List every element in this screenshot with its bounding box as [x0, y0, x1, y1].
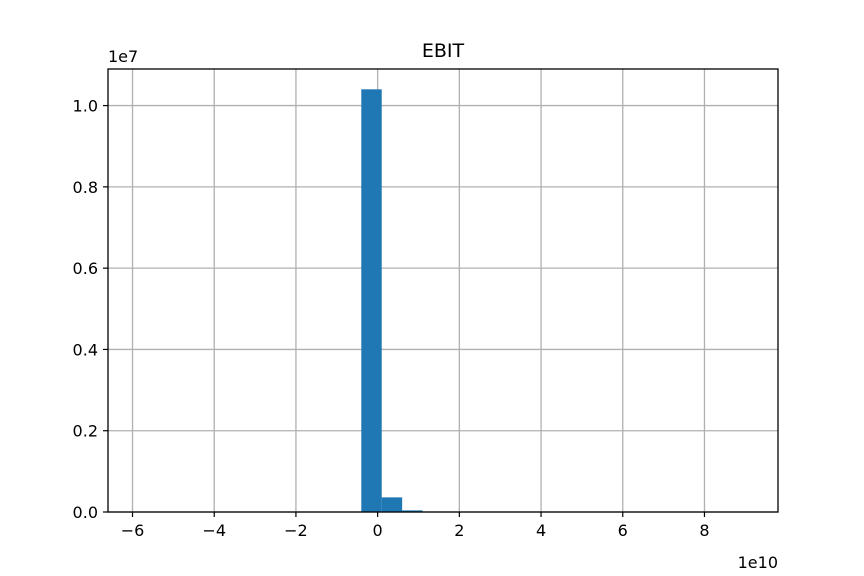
histogram-bar — [361, 89, 382, 512]
chart-title: EBIT — [422, 40, 465, 62]
y-tick-label: 0.8 — [73, 178, 98, 197]
x-offset-label: 1e10 — [738, 553, 778, 572]
y-tick-label: 0.6 — [73, 259, 98, 278]
x-tick-label: 2 — [454, 521, 464, 540]
y-tick-label: 0.2 — [73, 422, 98, 441]
y-offset-label: 1e7 — [108, 47, 138, 66]
x-tick-label: 0 — [373, 521, 383, 540]
x-tick-label: 4 — [536, 521, 546, 540]
ticks-layer: −6 −4 −2 0 2 4 6 8 0.0 0.2 0.4 0.6 0.8 1.0 — [73, 97, 710, 540]
x-tick-label: 6 — [618, 521, 628, 540]
y-tick-label: 0.4 — [73, 340, 98, 359]
x-tick-label: −4 — [202, 521, 226, 540]
y-tick-label: 0.0 — [73, 503, 98, 522]
x-tick-label: 8 — [699, 521, 709, 540]
y-tick-label: 1.0 — [73, 97, 98, 116]
histogram-bar — [381, 497, 403, 512]
plot-frame — [107, 68, 779, 513]
grid-layer — [108, 69, 778, 513]
histogram-bar — [402, 510, 423, 512]
x-tick-label: −2 — [284, 521, 308, 540]
x-tick-label: −6 — [121, 521, 145, 540]
bars-layer — [361, 89, 423, 512]
